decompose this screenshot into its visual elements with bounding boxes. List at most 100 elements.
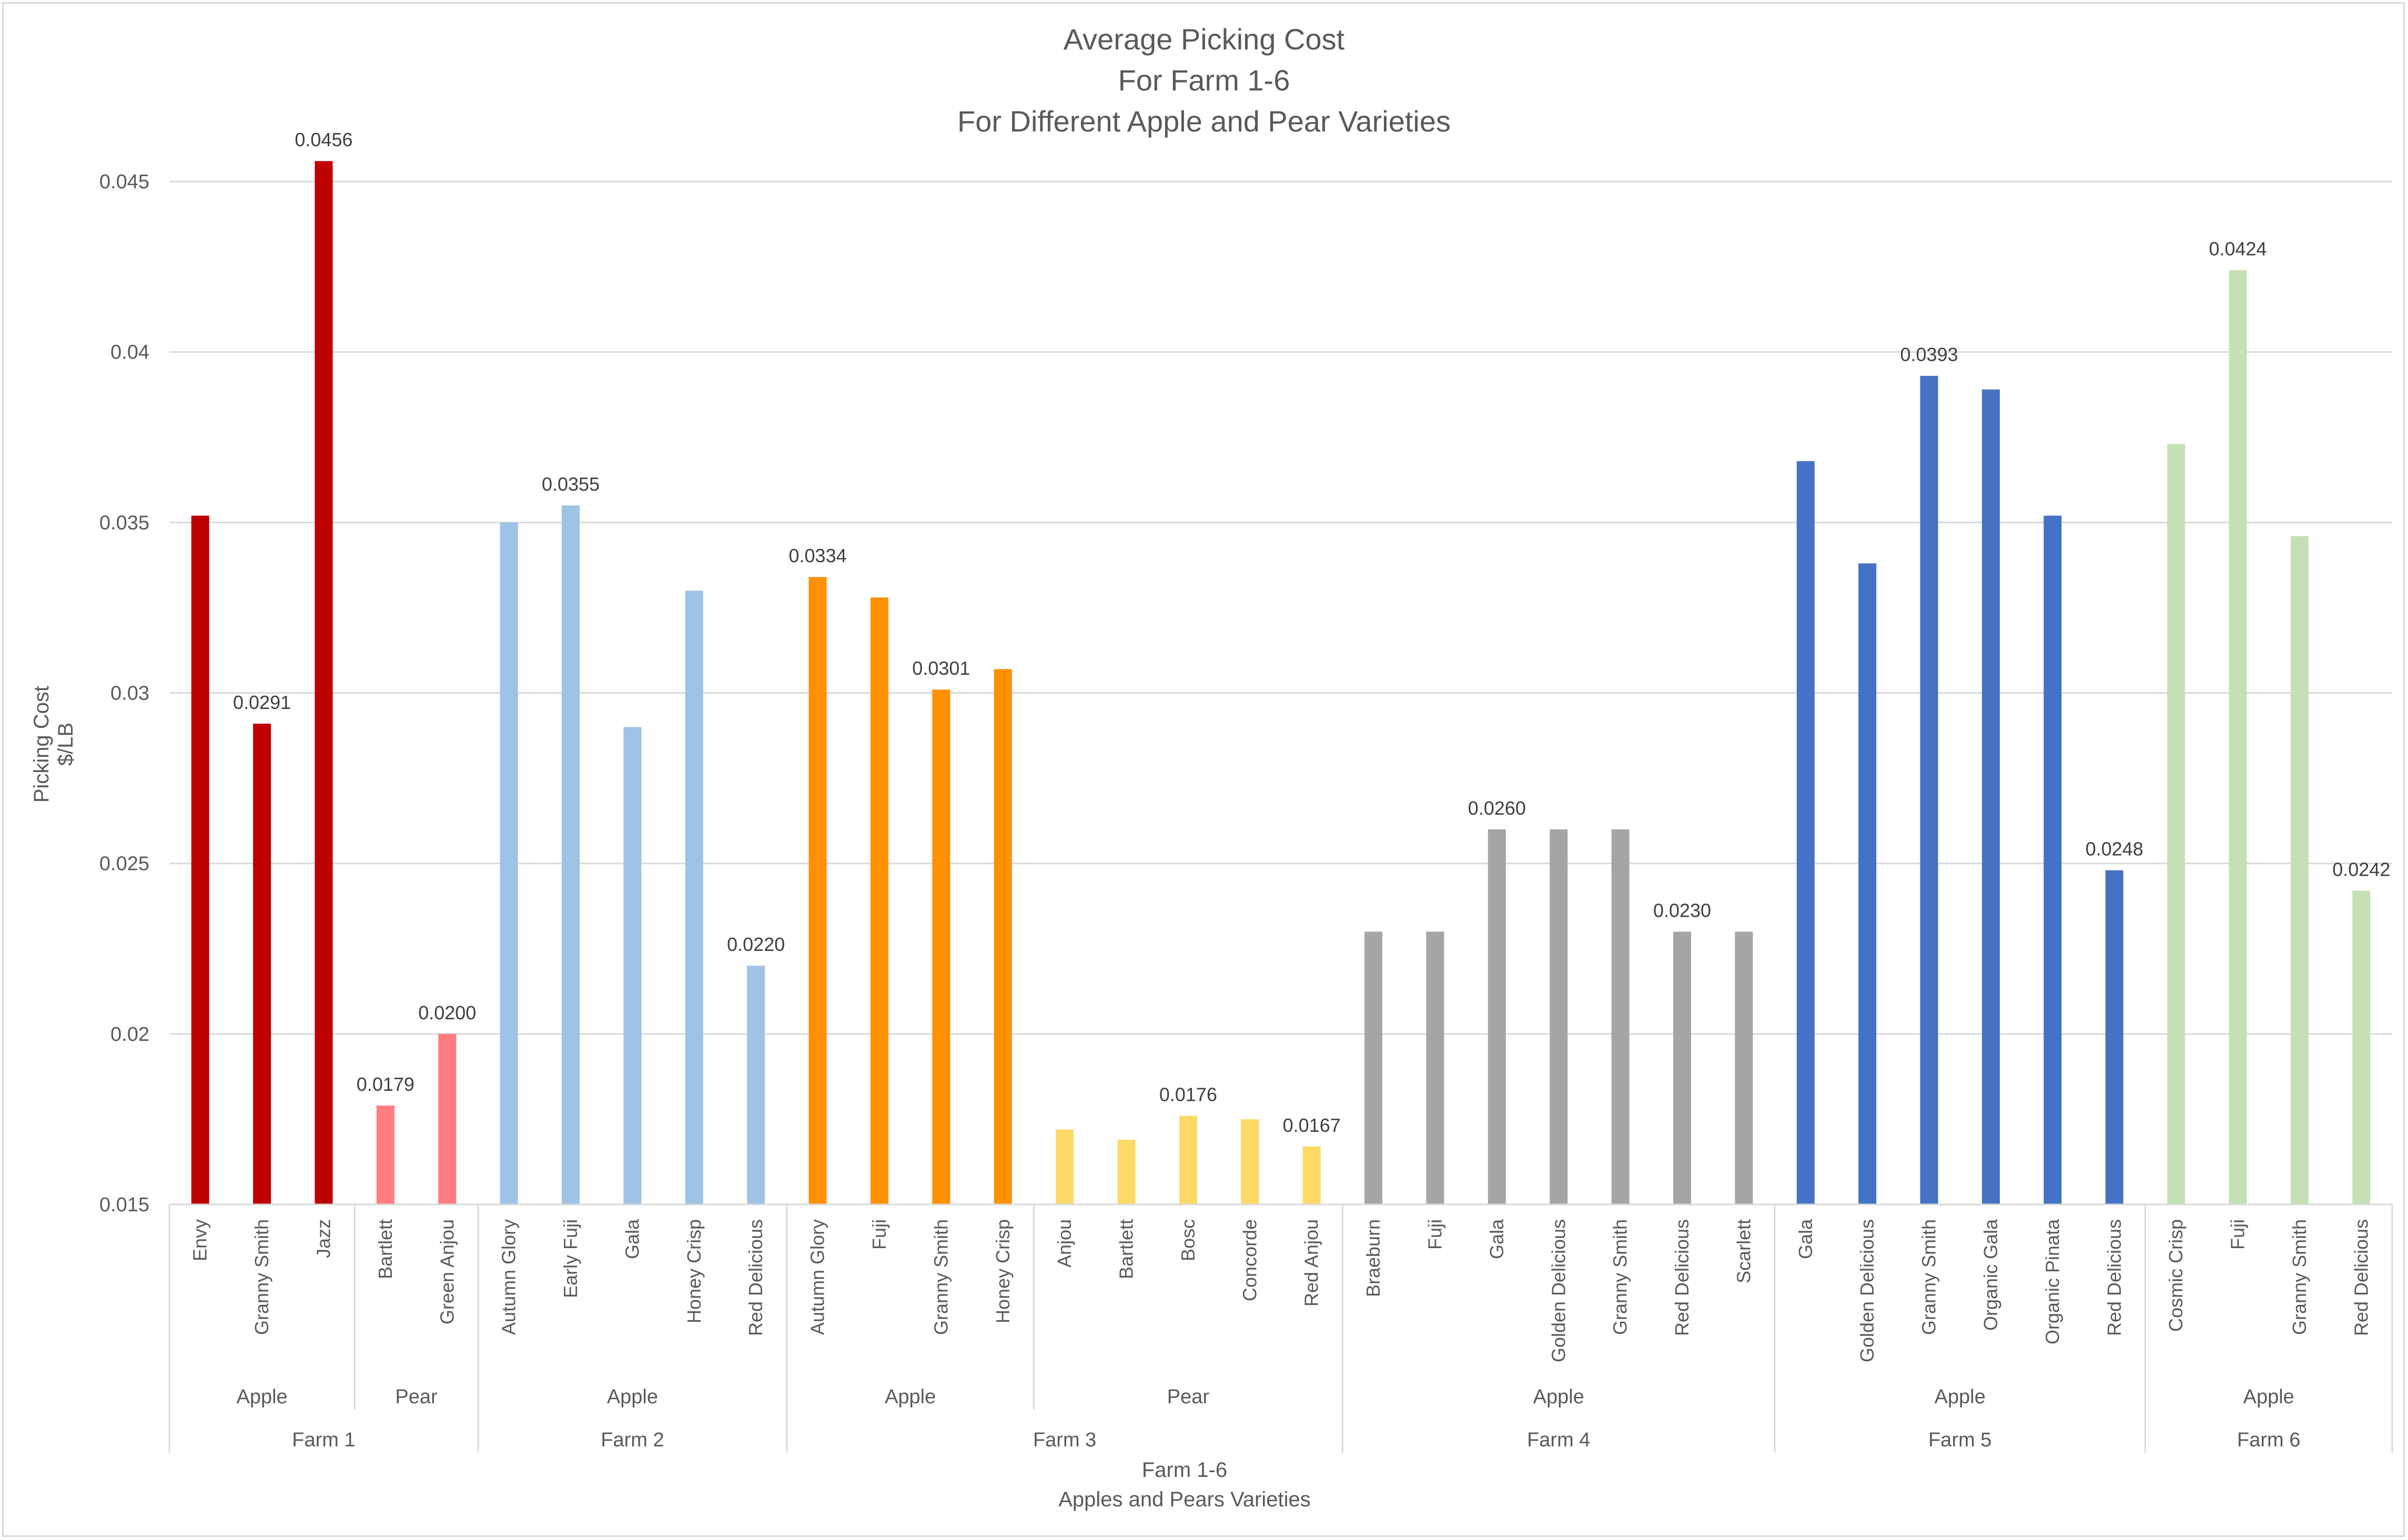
y-axis-title-line-2: $/LB [54, 723, 77, 766]
x-axis-title-line-2: Apples and Pears Varieties [1058, 1488, 1311, 1511]
bar [2352, 890, 2371, 1204]
data-label: 0.0220 [727, 934, 785, 955]
chart-title-line-2: For Farm 1-6 [1118, 64, 1290, 97]
x-category-label: Granny Smith [1610, 1219, 1631, 1335]
x-category-label: Bartlett [375, 1219, 396, 1279]
bar [1858, 563, 1877, 1204]
bar [685, 591, 703, 1204]
bar [932, 690, 950, 1204]
x-category-label: Gala [1486, 1219, 1507, 1259]
x-axis: Envy Granny Smith Jazz Bartlett Green Anjou A… [168, 1203, 2393, 1453]
x-farm-label: Farm 1 [292, 1429, 355, 1451]
x-category-label: Gala [1795, 1219, 1816, 1259]
bar [2043, 515, 2062, 1204]
x-category-label: Anjou [1054, 1219, 1075, 1268]
bar [1488, 829, 1506, 1204]
gridlines [169, 180, 2392, 1035]
x-group-label: Apple [2243, 1386, 2294, 1408]
x-category-label: Autumn Glory [498, 1219, 520, 1335]
bar [2229, 270, 2247, 1204]
x-category-label: Golden Delicious [1547, 1219, 1569, 1362]
x-category-label: Gala [621, 1219, 643, 1259]
y-tick-label: 0.035 [99, 512, 149, 534]
x-category-label: Organic Pinata [2041, 1219, 2063, 1344]
x-category-label: Granny Smith [930, 1219, 952, 1335]
bar [2167, 444, 2186, 1204]
bar [500, 522, 518, 1204]
chart-title-line-3: For Different Apple and Pear Varieties [957, 105, 1451, 138]
bar [1241, 1119, 1259, 1204]
bar [1981, 389, 2000, 1204]
x-axis-title-line-1: Farm 1-6 [1142, 1458, 1227, 1482]
data-label: 0.0456 [295, 129, 352, 150]
x-category-label: Red Anjou [1301, 1219, 1322, 1306]
bar [1056, 1129, 1074, 1204]
bar [438, 1034, 457, 1204]
bar [253, 723, 271, 1204]
bar [870, 597, 888, 1204]
data-label: 0.0242 [2332, 859, 2390, 880]
x-farm-label: Farm 3 [1033, 1429, 1096, 1451]
bar [994, 669, 1012, 1204]
y-axis-title-line-1: Picking Cost [30, 686, 53, 803]
x-category-label: Fuji [2227, 1219, 2249, 1250]
bar [1611, 829, 1630, 1204]
x-category-label: Granny Smith [251, 1219, 272, 1335]
x-category-label: Fuji [868, 1219, 890, 1250]
data-label: 0.0424 [2209, 238, 2267, 260]
bar [808, 577, 827, 1204]
x-group-label: Pear [395, 1386, 438, 1408]
x-category-label: Bartlett [1116, 1219, 1137, 1279]
bar [623, 727, 642, 1204]
x-category-label: Honey Crisp [992, 1219, 1014, 1323]
data-label: 0.0176 [1159, 1083, 1217, 1105]
x-farm-label: Farm 4 [1527, 1429, 1590, 1451]
chart-title-line-1: Average Picking Cost [1064, 23, 1345, 56]
chart-title: Average Picking Cost For Farm 1-6 For Di… [957, 23, 1451, 138]
y-tick-label: 0.045 [99, 171, 149, 193]
bar [1735, 931, 1753, 1204]
data-label: 0.0393 [1900, 344, 1958, 366]
x-category-label: Honey Crisp [683, 1219, 705, 1323]
x-category-label: Granny Smith [1918, 1219, 1940, 1335]
bar [376, 1105, 394, 1204]
y-tick-label: 0.04 [110, 341, 149, 363]
bar [1796, 461, 1815, 1204]
x-category-label: Early Fuji [560, 1219, 581, 1298]
x-category-label: Bosc [1177, 1219, 1199, 1261]
data-label: 0.0167 [1283, 1115, 1341, 1136]
bar [1920, 376, 1938, 1204]
bar [1550, 829, 1568, 1204]
y-tick-label: 0.025 [99, 853, 149, 875]
x-category-label: Red Delicious [2103, 1219, 2125, 1336]
bar [1302, 1146, 1321, 1204]
y-tick-label: 0.015 [99, 1194, 149, 1216]
x-category-label: Granny Smith [2289, 1219, 2310, 1335]
x-category-label: Jazz [312, 1219, 334, 1258]
x-category-label: Red Delicious [2350, 1219, 2372, 1336]
y-tick-label: 0.03 [110, 683, 149, 705]
y-tick-label: 0.02 [110, 1024, 149, 1046]
x-group-label: Pear [1167, 1386, 1210, 1408]
data-label: 0.0230 [1653, 899, 1711, 921]
data-label: 0.0301 [912, 657, 970, 679]
bar [2105, 870, 2123, 1204]
data-label: 0.0355 [542, 473, 600, 495]
x-group-label: Apple [1935, 1386, 1986, 1408]
bar [1673, 931, 1692, 1204]
x-category-label: Red Delicious [745, 1219, 766, 1336]
x-category-label: Organic Gala [1980, 1219, 2001, 1331]
bar [1426, 931, 1444, 1204]
x-farm-label: Farm 6 [2237, 1429, 2300, 1451]
x-group-label: Apple [607, 1386, 658, 1408]
data-label: 0.0334 [789, 545, 847, 566]
x-category-label: Red Delicious [1671, 1219, 1693, 1336]
data-label: 0.0248 [2086, 838, 2143, 860]
x-farm-label: Farm 2 [601, 1429, 664, 1451]
x-category-label: Golden Delicious [1856, 1219, 1878, 1362]
bar [2290, 536, 2309, 1204]
x-farm-label: Farm 5 [1928, 1429, 1991, 1451]
y-axis-ticks: 0.015 0.02 0.025 0.03 0.035 0.04 0.045 [99, 171, 149, 1216]
